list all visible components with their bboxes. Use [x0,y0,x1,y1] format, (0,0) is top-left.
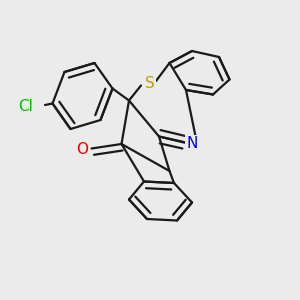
Text: O: O [76,142,88,158]
Text: S: S [145,76,155,92]
Text: Cl: Cl [18,99,33,114]
Text: N: N [186,136,198,152]
